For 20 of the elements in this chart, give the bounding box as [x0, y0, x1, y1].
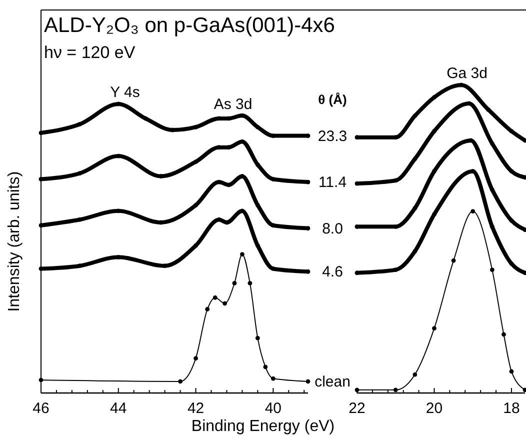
x-axis-title: Binding Energy (eV) [191, 418, 335, 435]
y-axis-title: Intensity (arb. units) [6, 171, 23, 312]
series-label: 23.3 [318, 128, 348, 145]
x-tick-label: 22 [348, 400, 366, 417]
x-tick-label: 20 [426, 400, 443, 417]
chart-title: ALD-Y₂O₃ on p-GaAs(001)-4x6 [44, 14, 335, 37]
x-tick-label: 40 [264, 400, 282, 417]
legend-title: θ (Å) [318, 92, 347, 107]
text: Y 4s [110, 84, 140, 101]
x-tick-label: 42 [187, 400, 204, 417]
x-tick-label: 18 [503, 400, 520, 417]
series-label: clean [314, 373, 350, 390]
series-label: 11.4 [318, 174, 347, 192]
x-tick-label: 44 [110, 400, 127, 417]
series-label: 8.0 [322, 220, 343, 238]
x-tick-label: 46 [32, 400, 50, 417]
text: Ga 3d [446, 65, 488, 82]
chart-subtitle: hν = 120 eV [44, 43, 136, 62]
annotation: As 3d [214, 96, 252, 113]
series-label: 4.6 [322, 264, 343, 281]
